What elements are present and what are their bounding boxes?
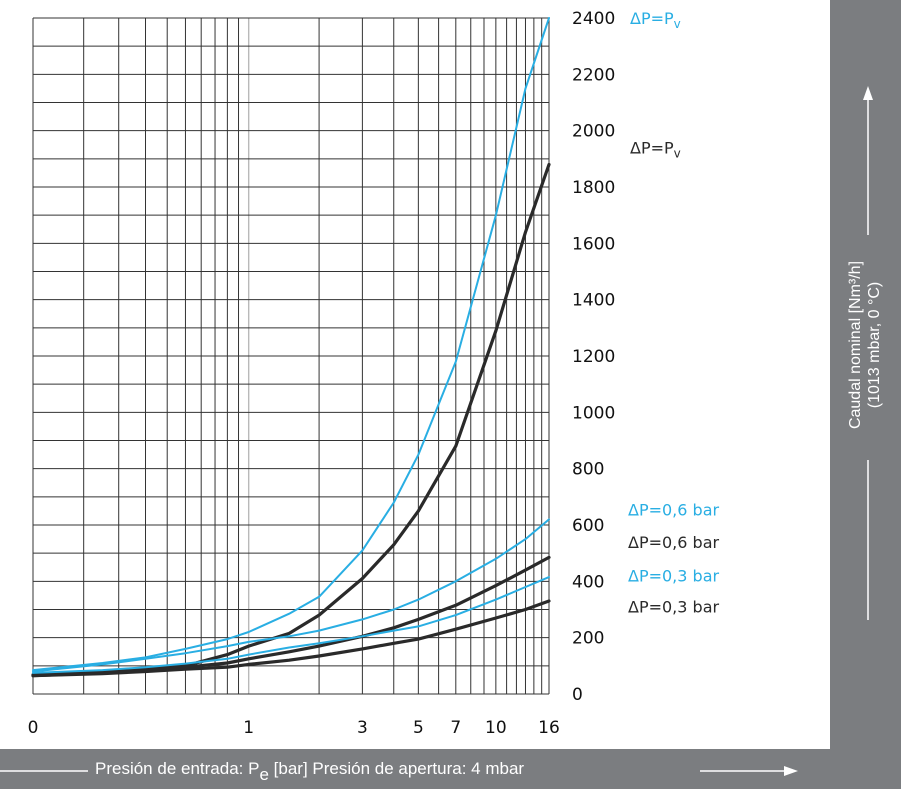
x-axis-label: Presión de entrada: Pe [bar] Presión de … (95, 757, 525, 784)
series-line-1 (32, 17, 550, 672)
y-tick-label: 1200 (572, 347, 615, 367)
y-tick-label: 600 (572, 516, 604, 536)
y-tick-label: 2000 (572, 122, 615, 142)
series-line-5 (32, 576, 550, 674)
x-axis-bar (0, 749, 901, 789)
series-line-3 (32, 518, 550, 673)
x-tick-label: 10 (485, 718, 507, 738)
flow-chart: 0 200 400 600 800 1000 1200 1400 1600 1800 2000 220… (28, 9, 720, 738)
y-axis-label-line1: Caudal nominal [Nm³/h] (847, 260, 864, 430)
series-line-4 (31, 555, 551, 678)
series-label-5: ΔP=0,3 bar (628, 567, 719, 586)
x-tick-label: 5 (413, 718, 424, 738)
series-label-3: ΔP=0,6 bar (628, 501, 719, 520)
y-tick-label: 2200 (572, 65, 615, 85)
y-axis-panel (830, 0, 901, 749)
x-axis-label-suffix: [bar] Presión de apertura: 4 mbar (268, 759, 525, 778)
y-tick-label: 800 (572, 460, 604, 480)
x-tick-label: 1 (243, 718, 254, 738)
grid (32, 17, 550, 695)
y-tick-label: 1000 (572, 403, 615, 423)
x-tick-label: 7 (450, 718, 461, 738)
x-axis-label-main: Presión de entrada: P (95, 759, 260, 778)
series-label-2: ΔP=Pv (630, 139, 681, 161)
y-tick-label: 2400 (572, 9, 615, 29)
y-tick-label: 0 (572, 685, 583, 705)
y-tick-label: 1600 (572, 234, 615, 254)
x-tick-label: 3 (357, 718, 368, 738)
x-tick-label: 16 (538, 718, 560, 738)
y-tick-label: 200 (572, 629, 604, 649)
x-tick-label: 0 (28, 718, 39, 738)
y-axis-label-line2: (1013 mbar, 0 °C) (866, 281, 883, 409)
x-axis-label-sub: e (259, 765, 269, 784)
series-label-1: ΔP=Pv (630, 9, 681, 31)
series-line-6 (31, 599, 551, 678)
series-labels: ΔP=Pv ΔP=Pv ΔP=0,6 bar ΔP=0,6 bar ΔP=0,3 bar… (628, 9, 719, 617)
y-tick-label: 1800 (572, 178, 615, 198)
series-label-4: ΔP=0,6 bar (628, 533, 719, 552)
tick-labels: 0 200 400 600 800 1000 1200 1400 1600 1800 2000 220… (28, 9, 616, 738)
y-tick-label: 1400 (572, 291, 615, 311)
series-label-6: ΔP=0,3 bar (628, 598, 719, 617)
y-tick-label: 400 (572, 572, 604, 592)
series-lines (31, 17, 551, 678)
